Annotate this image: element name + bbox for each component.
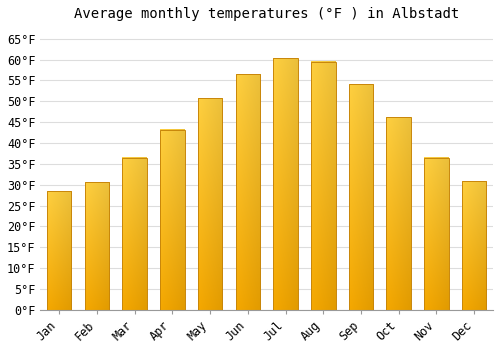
Bar [274, 58, 298, 310]
Bar [386, 117, 411, 310]
Bar [47, 191, 72, 310]
Bar [311, 62, 336, 310]
Bar [198, 98, 222, 310]
Bar [424, 158, 448, 310]
Title: Average monthly temperatures (°F ) in Albstadt: Average monthly temperatures (°F ) in Al… [74, 7, 460, 21]
Bar [122, 158, 147, 310]
Bar [84, 182, 109, 310]
Bar [236, 74, 260, 310]
Bar [462, 181, 486, 310]
Bar [160, 130, 184, 310]
Bar [348, 84, 374, 310]
